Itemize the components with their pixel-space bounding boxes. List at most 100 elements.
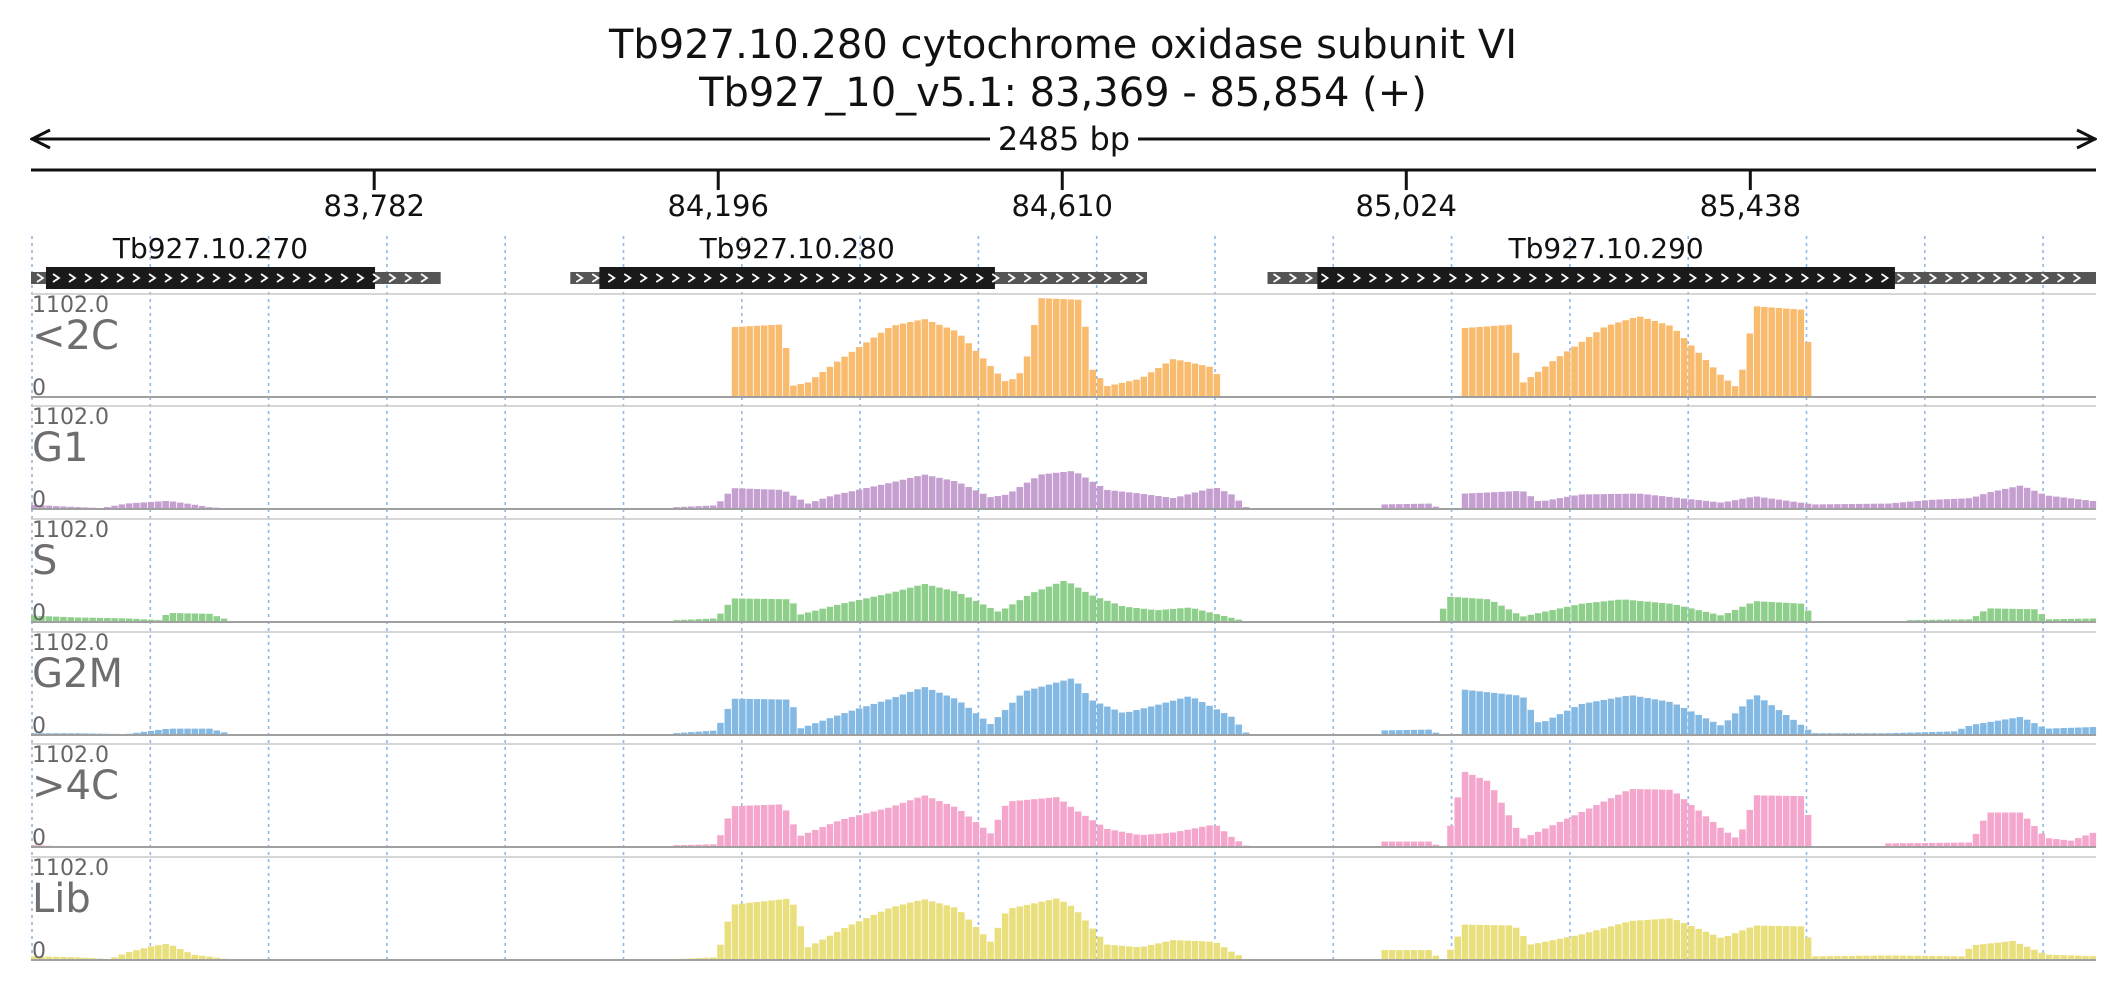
coverage-bar bbox=[1615, 794, 1622, 847]
coverage-bar bbox=[1680, 498, 1688, 509]
coverage-bar bbox=[1680, 707, 1688, 735]
coverage-bar bbox=[1950, 956, 1958, 960]
coverage-track: 1102.0 0 >4C bbox=[31, 743, 2097, 851]
coverage-bar bbox=[943, 803, 950, 847]
coverage-bar bbox=[1965, 842, 1972, 847]
coverage-bar bbox=[797, 384, 804, 397]
coverage-bar bbox=[1892, 502, 1899, 509]
coverage-bar bbox=[812, 377, 819, 397]
coverage-bar bbox=[1972, 944, 1980, 960]
coverage-bar bbox=[1527, 709, 1534, 735]
coverage-bar bbox=[1943, 956, 1951, 960]
coverage-bar bbox=[2089, 832, 2097, 847]
coverage-bar bbox=[1892, 843, 1899, 847]
coverage-bar bbox=[2009, 608, 2016, 622]
coverage-bar bbox=[987, 941, 994, 960]
coverage-bar bbox=[1950, 619, 1958, 622]
coverage-bar bbox=[1972, 616, 1980, 622]
coverage-bar bbox=[1542, 500, 1549, 509]
coverage-bar bbox=[1615, 697, 1622, 735]
coverage-bar bbox=[1060, 472, 1067, 509]
coverage-bar bbox=[1797, 309, 1805, 397]
coverage-bar bbox=[1505, 925, 1513, 960]
coverage-bar bbox=[1651, 495, 1659, 509]
coverage-bar bbox=[1571, 935, 1578, 960]
coverage-bar bbox=[1637, 920, 1644, 960]
coverage-bar bbox=[877, 701, 885, 735]
coverage-bar bbox=[761, 901, 768, 960]
coverage-bar bbox=[74, 617, 82, 622]
coverage-bar bbox=[746, 698, 753, 735]
coverage-bar bbox=[1607, 494, 1615, 509]
coverage-bar bbox=[980, 493, 987, 509]
coverage-bar bbox=[1235, 619, 1242, 622]
coverage-bar bbox=[2038, 952, 2045, 960]
coverage-bar bbox=[1644, 789, 1651, 847]
coverage-bar bbox=[1520, 382, 1527, 397]
coverage-bar bbox=[1710, 822, 1717, 847]
coverage-bar bbox=[943, 695, 950, 735]
coverage-bar bbox=[213, 616, 220, 622]
coverage-bar bbox=[1578, 494, 1586, 509]
coverage-bar bbox=[899, 479, 907, 509]
coverage-bar bbox=[1892, 955, 1899, 960]
coverage-bar bbox=[1790, 501, 1797, 509]
coverage-bar bbox=[1753, 925, 1761, 960]
coverage-bar bbox=[1418, 729, 1425, 735]
coverage-bar bbox=[1126, 711, 1133, 735]
coverage-bar bbox=[2075, 499, 2082, 509]
coverage-bar bbox=[1184, 696, 1191, 735]
coverage-bar bbox=[1980, 723, 1987, 735]
coverage-bar bbox=[746, 598, 753, 622]
coverage-bar bbox=[1388, 730, 1396, 735]
coverage-bar bbox=[1549, 609, 1556, 622]
coverage-bar bbox=[1235, 955, 1242, 960]
gene-models-track[interactable]: Tb927.10.270 Tb927.10.280 Tb927.10.290 bbox=[31, 232, 2096, 289]
coverage-bar bbox=[1534, 831, 1542, 847]
coverage-bar bbox=[892, 481, 899, 509]
coverage-bar bbox=[841, 492, 848, 509]
gene-model[interactable]: Tb927.10.270 bbox=[31, 232, 441, 289]
coverage-bar bbox=[1388, 504, 1396, 509]
coverage-bar bbox=[1914, 955, 1921, 960]
coverage-bar bbox=[724, 921, 731, 960]
coverage-bar bbox=[1220, 831, 1228, 847]
coverage-bar bbox=[1045, 298, 1053, 397]
coverage-bar bbox=[1213, 825, 1221, 847]
coverage-bar bbox=[1162, 363, 1169, 397]
coverage-bar bbox=[1432, 844, 1440, 847]
coverage-bar bbox=[1074, 683, 1082, 735]
coverage-bar bbox=[1622, 599, 1629, 622]
coverage-bar bbox=[841, 928, 848, 960]
coverage-bar bbox=[1688, 804, 1695, 847]
coverage-bar bbox=[1673, 920, 1680, 960]
coverage-bar bbox=[45, 616, 53, 622]
coverage-bar bbox=[31, 956, 38, 960]
coverage-bar bbox=[1199, 702, 1206, 735]
coverage-bar bbox=[206, 728, 213, 735]
gene-model[interactable]: Tb927.10.290 bbox=[1267, 232, 2096, 289]
gene-model[interactable]: Tb927.10.280 bbox=[570, 232, 1148, 289]
coverage-bar bbox=[775, 899, 783, 960]
coverage-bar bbox=[739, 805, 746, 847]
coverage-bar bbox=[2023, 946, 2031, 960]
coverage-bar bbox=[2060, 728, 2067, 735]
coverage-bar bbox=[1921, 955, 1929, 960]
coverage-bar bbox=[1534, 722, 1542, 735]
coverage-bar bbox=[191, 728, 199, 735]
coverage-bar bbox=[855, 347, 863, 397]
coverage-bar bbox=[1688, 608, 1695, 622]
coverage-bar bbox=[1060, 680, 1067, 735]
coverage-bar bbox=[2089, 956, 2097, 960]
coverage-bar bbox=[709, 730, 717, 735]
coverage-bar bbox=[2089, 500, 2097, 509]
coverage-bar bbox=[1804, 729, 1812, 735]
coverage-bar bbox=[928, 798, 936, 847]
coverage-bar bbox=[2089, 618, 2097, 622]
coverage-bar bbox=[1067, 806, 1075, 847]
coverage-bar bbox=[892, 805, 899, 847]
coverage-bar bbox=[31, 504, 38, 509]
coverage-bar bbox=[1739, 829, 1746, 847]
coverage-bar bbox=[761, 805, 768, 847]
